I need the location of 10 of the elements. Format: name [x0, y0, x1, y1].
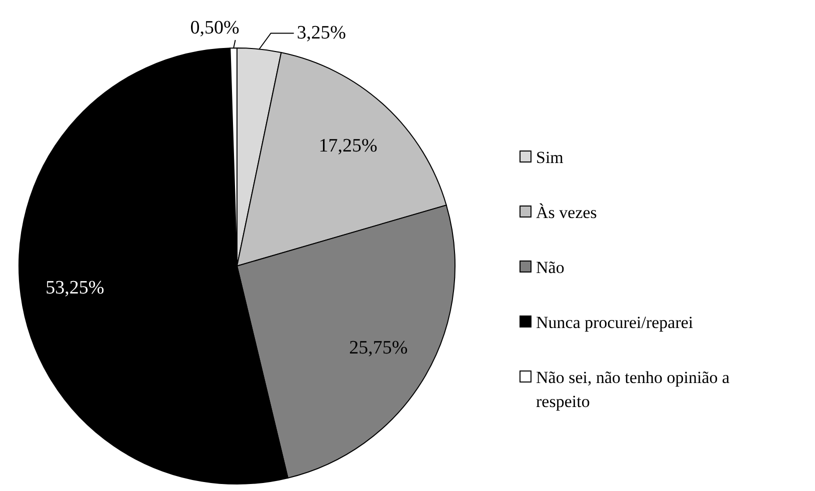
data-label: 17,25%: [318, 135, 378, 156]
data-label: 25,75%: [349, 338, 408, 359]
legend-label: Não: [536, 258, 564, 276]
legend-label: Sim: [536, 148, 564, 166]
data-label: 3,25%: [296, 22, 346, 44]
legend-label: Às vezes: [536, 202, 597, 222]
legend-label: Nunca procurei/reparei: [536, 312, 694, 332]
data-label: 0,50%: [190, 18, 240, 39]
data-label: 53,25%: [46, 277, 104, 298]
legend-label: Não sei, não tenho opinião a respeito: [536, 368, 730, 410]
